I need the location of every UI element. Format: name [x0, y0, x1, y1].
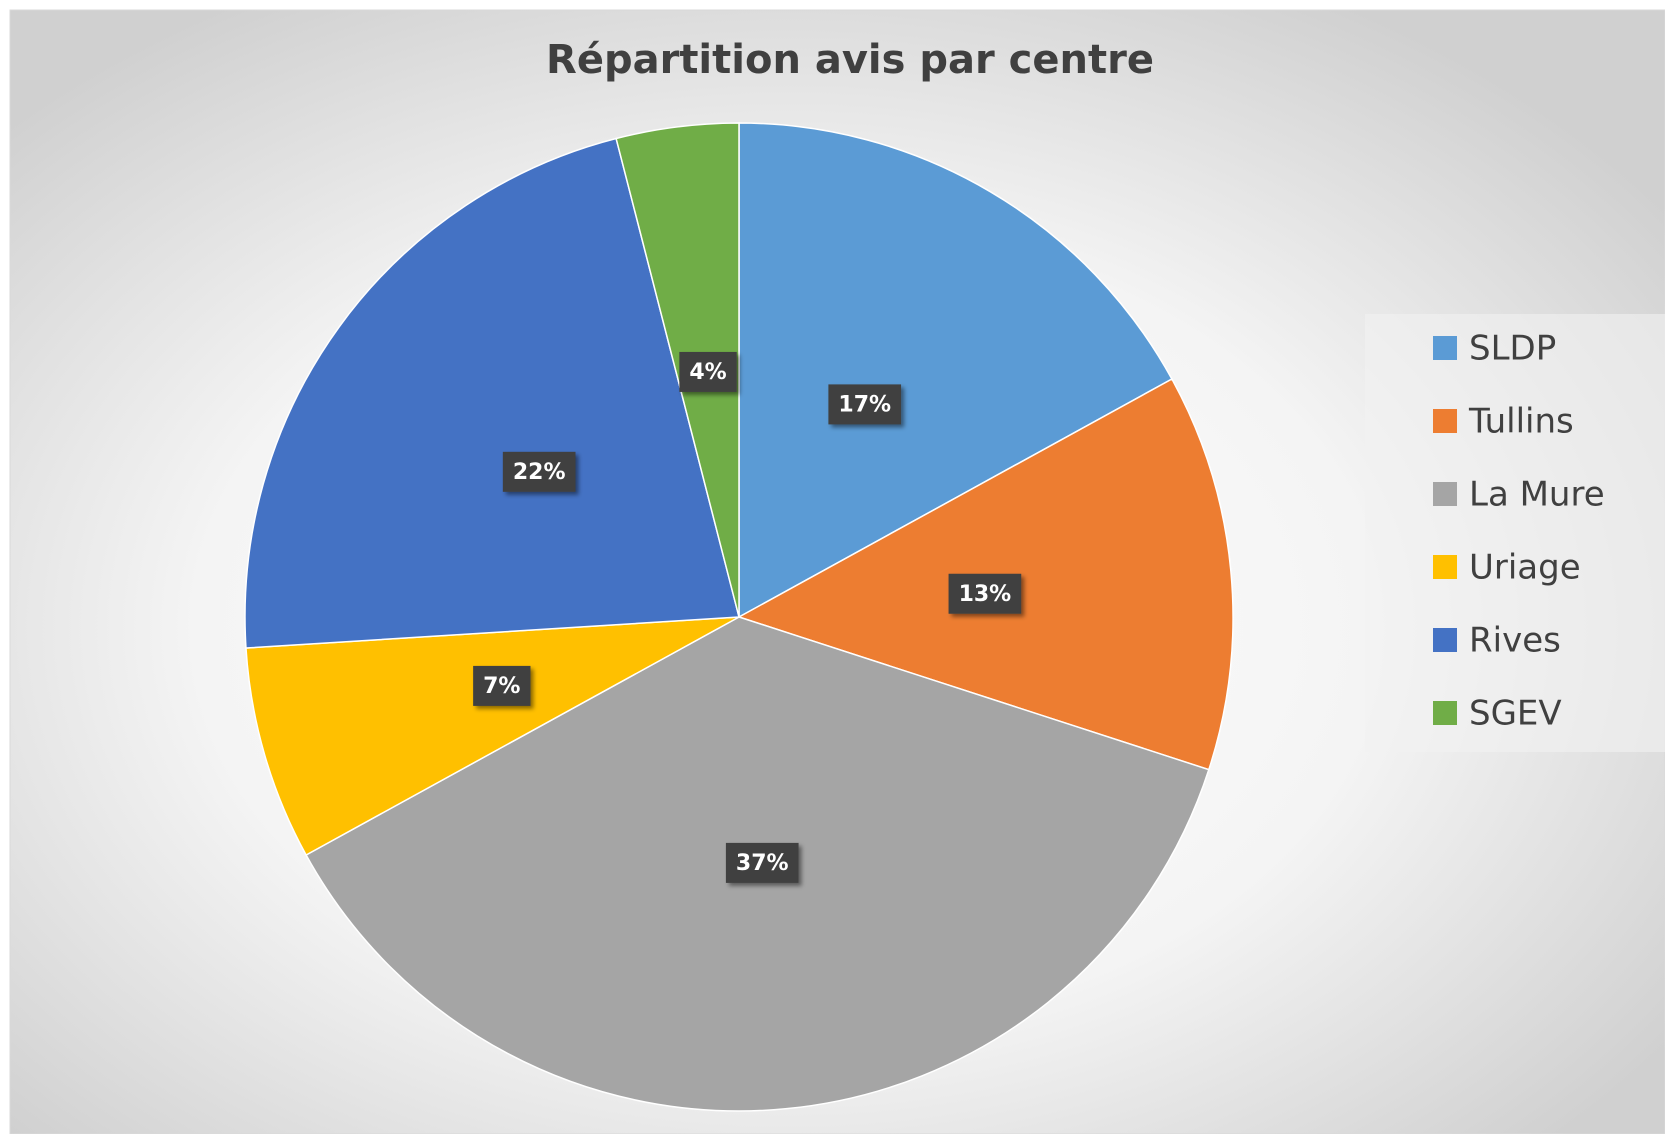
data-label-box: [725, 842, 799, 883]
data-label-box: [473, 665, 531, 706]
data-label-box: [502, 451, 576, 492]
data-label-text: 4%: [689, 360, 726, 385]
legend-label: La Mure: [1469, 475, 1605, 515]
data-label: [473, 665, 531, 706]
data-label-text: 17%: [838, 392, 891, 417]
data-label: [828, 384, 902, 425]
legend-label: Uriage: [1469, 548, 1581, 588]
data-label-box: [948, 573, 1022, 614]
data-label: [948, 573, 1022, 614]
pie-slice: [244, 137, 740, 649]
data-label: [725, 842, 799, 883]
data-label-text: 22%: [513, 460, 566, 485]
pie-slice: [615, 122, 740, 618]
legend-swatch: [1433, 628, 1457, 652]
legend-box: [1365, 314, 1665, 752]
legend-swatch: [1433, 409, 1457, 433]
data-label: [679, 351, 737, 392]
legend-label: SLDP: [1469, 329, 1556, 369]
data-label-text: 37%: [736, 851, 789, 876]
legend-label: Tullins: [1468, 402, 1574, 442]
legend-label: Rives: [1469, 621, 1561, 661]
pie-slice: [738, 122, 1173, 619]
pie-slice: [245, 616, 740, 857]
legend-swatch: [1433, 555, 1457, 579]
data-label: [502, 451, 576, 492]
data-label-box: [828, 384, 902, 425]
chart-title: Répartition avis par centre: [546, 37, 1154, 83]
data-label-box: [679, 351, 737, 392]
data-label-text: 7%: [483, 674, 520, 699]
data-label-text: 13%: [959, 582, 1012, 607]
legend-swatch: [1433, 701, 1457, 725]
legend-swatch: [1433, 482, 1457, 506]
legend-swatch: [1433, 336, 1457, 360]
legend-label: SGEV: [1469, 694, 1562, 734]
